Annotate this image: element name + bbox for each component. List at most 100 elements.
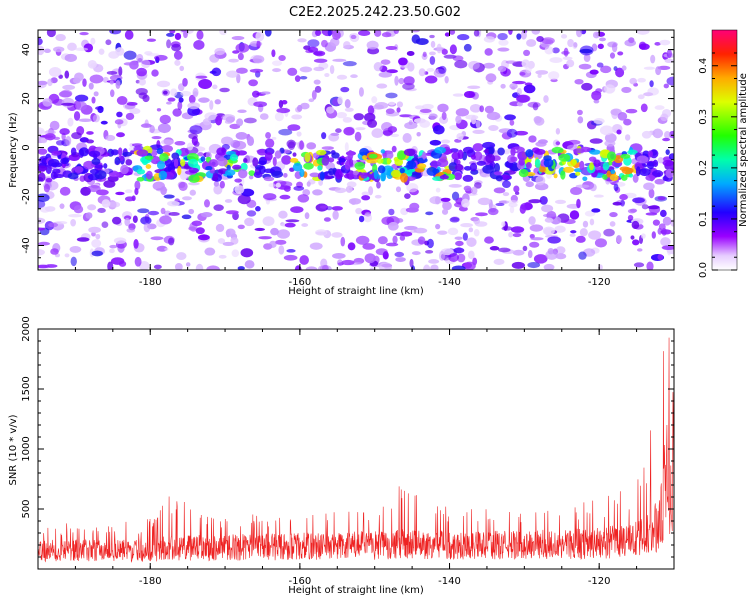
heatmap-blob: [54, 221, 68, 225]
heatmap-blob: [300, 102, 310, 110]
heatmap-blob: [38, 80, 48, 86]
heatmap-blob: [178, 97, 184, 103]
heatmap-blob: [183, 30, 188, 39]
heatmap-blob: [319, 205, 329, 209]
heatmap-blob: [225, 210, 239, 215]
heatmap-blob: [654, 42, 661, 46]
bottom-y-tick-label-3: 2000: [21, 316, 32, 341]
heatmap-blob: [90, 37, 96, 45]
heatmap-blob: [381, 32, 392, 38]
band-blob: [144, 155, 154, 160]
heatmap-blob: [583, 53, 591, 63]
colorbar: 0.0 0.1 0.2 0.3 0.4 Normalized spectral …: [698, 29, 749, 278]
heatmap-blob: [136, 53, 144, 63]
heatmap-blob: [278, 245, 285, 255]
band-blob: [589, 162, 594, 171]
heatmap-blob: [197, 234, 210, 241]
heatmap-blob: [107, 261, 114, 270]
heatmap-blob: [228, 58, 239, 63]
band-blob: [366, 159, 379, 164]
heatmap-blob: [70, 256, 77, 267]
heatmap-blob: [313, 79, 321, 85]
heatmap-blob: [214, 47, 226, 56]
heatmap-blob: [312, 189, 323, 196]
top-y-tick-label-3: 20: [21, 92, 32, 105]
heatmap-blob: [287, 141, 296, 150]
band-blob: [451, 151, 461, 160]
band-blob: [253, 171, 263, 179]
band-blob: [456, 159, 461, 166]
heatmap-blob: [477, 197, 491, 206]
heatmap-blob: [371, 128, 384, 139]
heatmap-blob: [64, 53, 78, 62]
heatmap-blob: [159, 215, 172, 225]
heatmap-blob: [449, 44, 457, 55]
heatmap-blob: [391, 145, 397, 153]
heatmap-blob: [527, 261, 541, 269]
heatmap-blob: [171, 43, 182, 52]
heatmap-blob: [415, 38, 429, 45]
heatmap-blob: [376, 83, 388, 89]
heatmap-blob: [589, 218, 595, 226]
heatmap-blob: [455, 115, 462, 124]
heatmap-blob: [177, 100, 183, 111]
heatmap-blob: [484, 105, 495, 114]
heatmap-blob: [162, 90, 168, 95]
band-blob: [45, 164, 52, 175]
band-blob: [493, 171, 503, 176]
band-blob: [248, 170, 256, 176]
band-blob: [200, 156, 206, 162]
heatmap-blob: [426, 238, 434, 249]
heatmap-blob: [430, 40, 436, 48]
heatmap-blob: [416, 131, 421, 137]
band-blob: [539, 166, 546, 173]
heatmap-blob: [215, 223, 225, 233]
heatmap-blob: [332, 210, 339, 220]
heatmap-blob: [305, 266, 318, 270]
heatmap-blob: [666, 76, 674, 86]
band-blob: [289, 158, 299, 163]
band-blob: [620, 153, 631, 159]
band-blob: [463, 165, 472, 171]
heatmap-blob: [655, 66, 662, 76]
band-blob: [399, 167, 405, 174]
heatmap-blob: [460, 222, 474, 228]
heatmap-blob: [271, 136, 277, 140]
heatmap-blob: [646, 261, 654, 270]
band-blob: [317, 165, 323, 171]
band-blob: [348, 173, 354, 179]
heatmap-blob: [38, 37, 43, 46]
heatmap-blob: [314, 85, 322, 93]
band-blob: [50, 171, 57, 180]
heatmap-blob: [141, 59, 151, 69]
band-blob: [510, 147, 516, 157]
heatmap-blob: [159, 114, 171, 125]
band-blob: [156, 148, 164, 155]
heatmap-blob: [136, 67, 148, 77]
heatmap-blob: [534, 116, 545, 126]
heatmap-blob: [395, 257, 406, 262]
heatmap-blob: [660, 209, 667, 218]
heatmap-blob: [38, 217, 46, 224]
band-blob: [606, 151, 617, 162]
heatmap-blob: [611, 42, 618, 53]
band-blob: [359, 148, 370, 157]
heatmap-blob: [188, 182, 200, 186]
band-blob: [652, 170, 664, 178]
heatmap-blob: [509, 83, 518, 90]
heatmap-blob: [143, 223, 151, 233]
heatmap-blob: [390, 133, 400, 138]
heatmap-blob: [64, 253, 70, 258]
heatmap-blob: [456, 133, 464, 141]
heatmap-blob: [523, 84, 536, 94]
heatmap-blob: [547, 236, 561, 244]
heatmap-blob: [87, 204, 97, 211]
band-blob: [252, 157, 259, 167]
heatmap-blob: [512, 80, 526, 85]
heatmap-blob: [612, 201, 622, 206]
heatmap-blob: [276, 107, 291, 114]
band-blob: [177, 165, 182, 176]
heatmap-blob: [69, 246, 82, 253]
figure-title: C2E2.2025.242.23.50.G02: [289, 5, 461, 20]
top-x-axis-label: Height of straight line (km): [288, 286, 424, 297]
